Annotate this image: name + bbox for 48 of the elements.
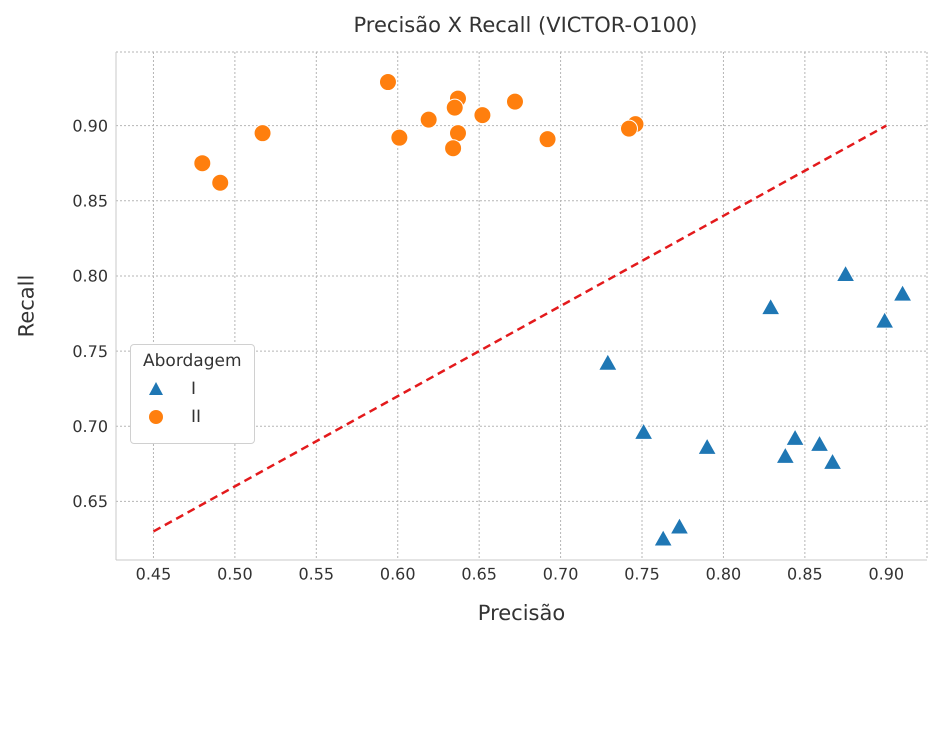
- x-tick-label: 0.55: [298, 564, 334, 584]
- x-tick-label: 0.65: [461, 564, 497, 584]
- point: [823, 452, 842, 470]
- y-tick-label: 0.75: [72, 342, 108, 361]
- y-axis-title: Recall: [14, 274, 38, 338]
- point: [776, 446, 795, 464]
- point: [446, 98, 464, 117]
- point: [448, 124, 467, 142]
- point: [786, 428, 804, 446]
- point: [698, 438, 717, 455]
- point: [634, 422, 654, 440]
- chart-title: Precisão X Recall (VICTOR-O100): [352, 12, 698, 39]
- x-tick-label: 0.85: [787, 564, 823, 584]
- x-tick-label: 0.45: [136, 564, 172, 584]
- point: [761, 298, 780, 315]
- y-tick-label: 0.70: [72, 416, 108, 436]
- point: [420, 110, 438, 129]
- x-axis-title: Precisão: [478, 601, 566, 625]
- point: [670, 518, 689, 534]
- point: [378, 73, 397, 92]
- y-tick-label: 0.80: [72, 266, 108, 286]
- point: [598, 354, 618, 371]
- legend-label: I: [191, 379, 196, 399]
- legend-title: Abordagem: [143, 351, 242, 371]
- point: [836, 265, 855, 282]
- point: [620, 120, 638, 138]
- y-tick-label: 0.85: [72, 191, 108, 210]
- legend-label: II: [191, 407, 202, 427]
- point: [654, 530, 673, 546]
- point: [254, 124, 272, 142]
- x-tick-label: 0.70: [542, 564, 578, 584]
- point: [506, 92, 524, 111]
- x-tick-label: 0.90: [868, 564, 904, 584]
- x-tick-label: 0.80: [706, 564, 742, 584]
- y-tick-label: 0.65: [72, 492, 108, 512]
- x-tick-label: 0.75: [624, 564, 660, 584]
- x-tick-label: 0.60: [380, 564, 416, 584]
- x-tick-label: 0.50: [217, 564, 253, 584]
- point: [810, 434, 829, 452]
- point: [193, 154, 212, 172]
- point: [211, 174, 230, 192]
- point: [538, 130, 557, 148]
- point: [444, 139, 462, 158]
- point: [893, 284, 912, 302]
- point: [390, 128, 408, 147]
- point: [875, 312, 894, 328]
- point: [473, 106, 492, 124]
- y-tick-label: 0.90: [72, 116, 108, 136]
